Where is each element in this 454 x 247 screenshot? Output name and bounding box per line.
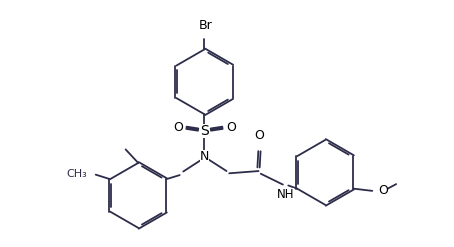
Text: CH₃: CH₃ (66, 169, 87, 179)
Text: NH: NH (277, 188, 294, 201)
Text: O: O (255, 129, 264, 142)
Text: O: O (379, 184, 389, 197)
Text: O: O (226, 121, 236, 134)
Text: S: S (200, 124, 209, 138)
Text: O: O (173, 121, 183, 134)
Text: Br: Br (198, 19, 212, 32)
Text: N: N (200, 150, 209, 163)
